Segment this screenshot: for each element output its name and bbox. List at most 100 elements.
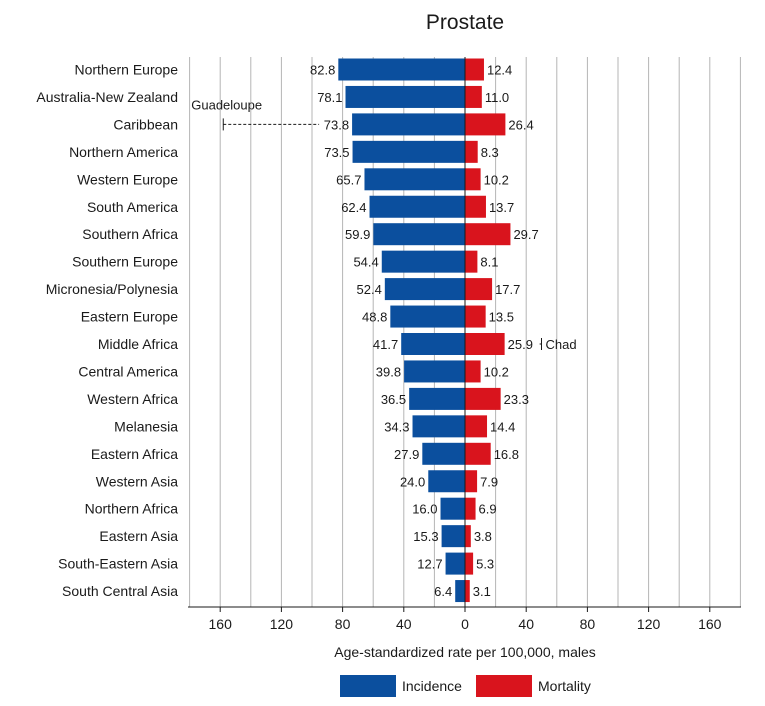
- incidence-value-label: 82.8: [310, 63, 335, 78]
- mortality-bar-south-eastern-asia: [465, 552, 474, 575]
- x-tick-label: 80: [580, 616, 596, 632]
- mortality-bar-central-america: [465, 360, 481, 383]
- mortality-value-label: 10.2: [484, 364, 509, 379]
- mortality-value-label: 13.5: [489, 310, 514, 325]
- incidence-value-label: 62.4: [341, 200, 366, 215]
- mortality-value-label: 6.9: [479, 502, 497, 517]
- x-tick-label: 40: [396, 616, 412, 632]
- x-tick-label: 160: [698, 616, 722, 632]
- incidence-value-label: 78.1: [317, 90, 342, 105]
- mortality-value-label: 3.8: [474, 529, 492, 544]
- mortality-value-label: 13.7: [489, 200, 514, 215]
- category-label: Micronesia/Polynesia: [46, 281, 178, 297]
- category-label: South-Eastern Asia: [58, 556, 178, 572]
- mortality-value-label: 8.3: [481, 145, 499, 160]
- incidence-bar-eastern-europe: [390, 305, 465, 328]
- incidence-bar-southern-europe: [381, 250, 465, 273]
- category-label: Middle Africa: [98, 336, 178, 352]
- mortality-bar-australia-new-zealand: [465, 85, 482, 108]
- category-label: Melanesia: [114, 418, 178, 434]
- x-axis: 160 120 80 40 0 40 80 120 160: [188, 606, 741, 632]
- mortality-bar-southern-africa: [465, 223, 511, 246]
- chart-title: Prostate: [426, 11, 504, 34]
- mortality-value-label: 23.3: [504, 392, 529, 407]
- mortality-value-label: 11.0: [485, 90, 509, 105]
- mortality-value-label: 5.3: [476, 557, 494, 572]
- category-label: Northern America: [69, 144, 178, 160]
- mortality-bar-southern-europe: [465, 250, 478, 273]
- mortality-value-label: 16.8: [494, 447, 519, 462]
- mortality-value-label: 14.4: [490, 419, 515, 434]
- gridlines: [189, 57, 741, 607]
- incidence-value-label: 6.4: [434, 584, 452, 599]
- incidence-bar-micronesia-polynesia: [384, 278, 465, 301]
- x-tick-label: 80: [335, 616, 351, 632]
- incidence-bar-eastern-asia: [441, 525, 465, 548]
- mortality-value-label: 12.4: [487, 63, 512, 78]
- category-label: Western Asia: [96, 473, 178, 489]
- incidence-value-label: 34.3: [384, 419, 409, 434]
- mortality-bar-western-europe: [465, 168, 481, 191]
- x-tick-label: 120: [637, 616, 661, 632]
- x-tick-label: 120: [270, 616, 294, 632]
- mortality-value-label: 7.9: [480, 474, 498, 489]
- mortality-value-label: 29.7: [513, 227, 538, 242]
- incidence-bar-western-asia: [428, 470, 465, 493]
- category-label: South America: [87, 199, 178, 215]
- mortality-value-label: 3.1: [473, 584, 491, 599]
- annotation-label: Guadeloupe: [191, 97, 262, 112]
- incidence-value-label: 15.3: [413, 529, 438, 544]
- mortality-value-label: 25.9: [508, 337, 533, 352]
- mortality-bar-northern-africa: [465, 497, 476, 520]
- incidence-bar-northern-america: [352, 140, 465, 163]
- mortality-value-label: 26.4: [508, 117, 533, 132]
- mortality-value-label: 10.2: [484, 172, 509, 187]
- incidence-value-label: 54.4: [353, 255, 378, 270]
- annotation-label: Chad: [546, 337, 577, 352]
- incidence-bar-australia-new-zealand: [345, 85, 465, 108]
- value-labels: 82.8 12.4 78.1 11.0 73.8 26.4 73.5 8.3 65.7 10.2 6…: [310, 63, 539, 600]
- mortality-value-label: 8.1: [480, 255, 498, 270]
- incidence-value-label: 24.0: [400, 474, 425, 489]
- mortality-bar-south-central-asia: [465, 580, 470, 603]
- category-label: Northern Africa: [85, 501, 179, 517]
- incidence-bar-northern-africa: [440, 497, 465, 520]
- incidence-value-label: 41.7: [373, 337, 398, 352]
- category-label: Eastern Asia: [99, 528, 178, 544]
- mortality-bar-eastern-africa: [465, 442, 491, 465]
- incidence-bar-western-europe: [364, 168, 465, 191]
- category-labels: Northern Europe Australia-New Zealand Cari…: [36, 62, 178, 600]
- legend-swatch-incidence: [340, 675, 396, 697]
- annotations: Guadeloupe Chad: [191, 97, 576, 352]
- mortality-bar-western-africa: [465, 387, 501, 410]
- incidence-bar-south-america: [369, 195, 465, 218]
- category-label: Eastern Europe: [81, 309, 178, 325]
- category-label: Southern Africa: [82, 226, 178, 242]
- x-tick-label: 40: [518, 616, 534, 632]
- x-tick-label: 160: [209, 616, 233, 632]
- mortality-bar-eastern-asia: [465, 525, 471, 548]
- incidence-value-label: 16.0: [412, 502, 437, 517]
- mortality-bar-eastern-europe: [465, 305, 486, 328]
- mortality-bar-middle-africa: [465, 333, 505, 355]
- incidence-value-label: 12.7: [417, 557, 442, 572]
- incidence-bar-northern-europe: [338, 58, 465, 81]
- incidence-value-label: 65.7: [336, 172, 361, 187]
- incidence-bar-eastern-africa: [422, 442, 465, 465]
- incidence-bar-western-africa: [409, 387, 465, 410]
- legend-swatch-mortality: [476, 675, 532, 697]
- incidence-value-label: 73.5: [324, 145, 349, 160]
- incidence-value-label: 48.8: [362, 310, 387, 325]
- category-label: Northern Europe: [74, 62, 178, 78]
- incidence-bar-middle-africa: [401, 333, 465, 355]
- incidence-bar-melanesia: [412, 415, 465, 438]
- incidence-value-label: 52.4: [357, 282, 382, 297]
- category-label: Australia-New Zealand: [36, 89, 178, 105]
- incidence-value-label: 39.8: [376, 364, 401, 379]
- category-label: Western Africa: [87, 391, 178, 407]
- category-label: Western Europe: [77, 171, 178, 187]
- mortality-value-label: 17.7: [495, 282, 520, 297]
- legend: Incidence Mortality: [340, 675, 591, 697]
- legend-label-mortality: Mortality: [538, 678, 591, 694]
